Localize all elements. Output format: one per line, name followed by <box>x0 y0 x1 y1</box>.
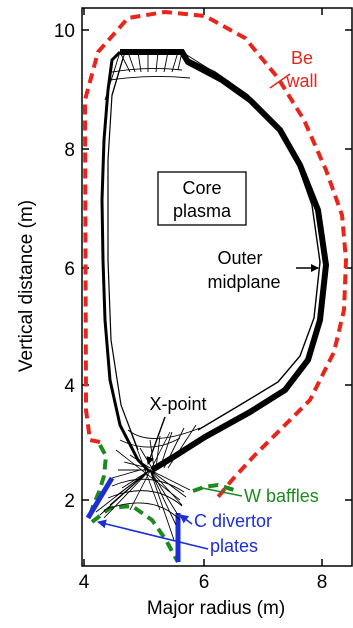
x-tick-label: 4 <box>79 572 90 593</box>
be-wall-label-line1: Be <box>291 48 313 68</box>
be-wall-outline <box>82 9 349 499</box>
x-axis-label: Major radius (m) <box>147 598 285 619</box>
inner-divertor-plate <box>85 476 115 520</box>
w-baffles-pointer <box>201 487 243 497</box>
w-baffles-label: W baffles <box>244 486 319 506</box>
core-plasma-label-line2: plasma <box>173 201 232 221</box>
outer-midplane-label-line1: Outer <box>217 248 262 268</box>
x-tick-label: 8 <box>317 572 328 593</box>
y-tick-label: 4 <box>64 376 75 397</box>
be-wall-pointer <box>269 73 291 89</box>
w-baffles-right <box>192 482 235 493</box>
arrow-up-left-icon <box>97 519 209 550</box>
outer-midplane-label-line2: midplane <box>207 272 280 292</box>
y-tick-label: 6 <box>64 259 75 280</box>
x-point-label: X-point <box>149 394 206 414</box>
be-wall-label-line2: wall <box>285 71 317 91</box>
y-tick-label: 8 <box>64 140 75 161</box>
x-tick-label: 6 <box>199 572 210 593</box>
core-plasma-label-line1: Core <box>182 178 221 198</box>
plot-frame <box>81 7 353 567</box>
core-plasma-box <box>157 171 247 226</box>
y-tick-label: 2 <box>64 491 75 512</box>
c-divertor-label-line1: C divertor <box>194 511 272 531</box>
plasma-grid-mesh <box>95 49 330 541</box>
x-axis-ticks <box>83 8 323 566</box>
y-tick-label: 10 <box>54 21 75 42</box>
c-divertor-label-line2: plates <box>210 536 258 556</box>
arrow-down-icon <box>146 416 166 465</box>
arrow-up-left-icon <box>179 514 193 525</box>
y-axis-label: Vertical distance (m) <box>16 200 37 372</box>
